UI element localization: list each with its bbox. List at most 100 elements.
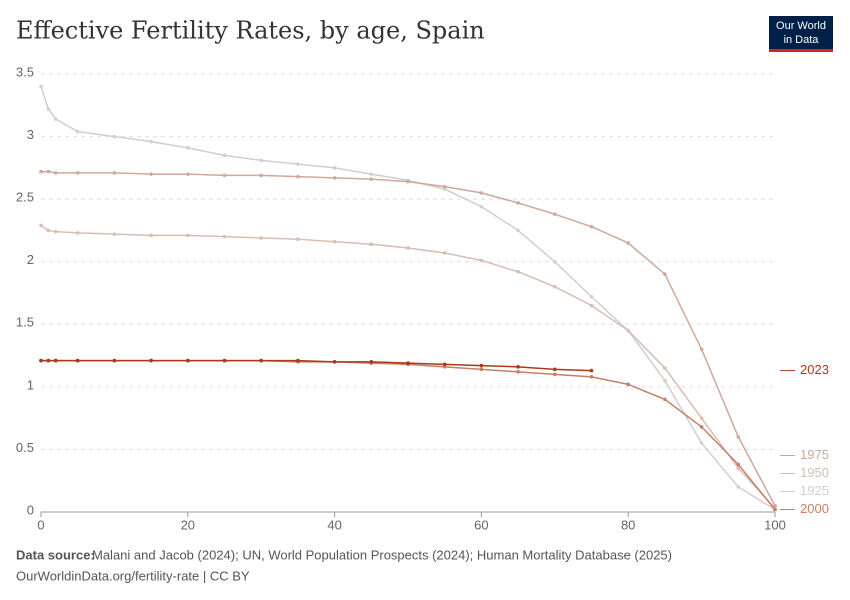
series-line (40, 86, 776, 511)
data-point (663, 366, 667, 370)
series-line (41, 359, 592, 372)
legend-label: 1975 (800, 447, 829, 462)
data-point (553, 212, 557, 216)
data-point (442, 187, 447, 191)
data-point (332, 166, 337, 170)
data-point (369, 177, 374, 181)
data-point (553, 372, 557, 377)
data-point (369, 172, 374, 176)
data-point (53, 171, 58, 175)
y-tick-label: 2.5 (16, 190, 34, 205)
data-point (222, 173, 227, 178)
data-point (46, 358, 51, 363)
x-tick-label: 0 (37, 517, 44, 532)
data-point (332, 176, 337, 180)
data-point (39, 169, 43, 174)
data-point (479, 258, 484, 263)
logo-text: in Data (784, 34, 820, 46)
data-point (736, 462, 741, 467)
y-tick-label: 1 (27, 377, 34, 392)
data-point (75, 171, 80, 175)
data-point (406, 361, 410, 365)
data-point (699, 347, 704, 352)
data-point (112, 358, 117, 363)
data-point (589, 303, 594, 308)
x-tick-label: 100 (764, 517, 786, 532)
logo (769, 16, 833, 52)
data-point (39, 84, 43, 89)
data-point (149, 172, 153, 176)
data-point (516, 365, 520, 369)
data-point (589, 224, 594, 229)
legend-label: 1950 (800, 465, 829, 480)
data-point (553, 284, 557, 289)
data-point (186, 146, 190, 150)
data-point (406, 246, 410, 250)
data-point (186, 233, 190, 238)
logo-text: Our World (776, 20, 826, 32)
data-point (626, 382, 630, 387)
legend-label: 2023 (800, 362, 829, 377)
data-point (369, 360, 374, 364)
data-point (75, 231, 80, 235)
data-point (442, 184, 447, 189)
data-point (479, 204, 484, 209)
data-point (626, 328, 630, 333)
y-tick-label: 0 (27, 502, 34, 517)
data-point (516, 269, 520, 274)
data-point (186, 172, 190, 176)
logo-bar (769, 49, 833, 52)
data-point (296, 162, 300, 166)
data-point (516, 228, 520, 233)
data-point (736, 485, 741, 489)
chart-title: Effective Fertility Rates, by age, Spain (16, 17, 485, 45)
data-point (53, 358, 58, 363)
data-point (442, 365, 447, 369)
data-point (553, 259, 557, 264)
data-point (589, 368, 594, 373)
source: Malani and Jacob (2024); UN, World Popul… (92, 547, 672, 562)
series-line (41, 170, 776, 507)
data-point (699, 425, 704, 429)
data-point (259, 173, 264, 178)
data-point (626, 241, 630, 245)
data-point (406, 179, 410, 184)
data-point (442, 362, 447, 367)
data-point (773, 507, 777, 512)
y-tick-label: 3.5 (16, 64, 34, 79)
data-point (773, 503, 777, 508)
data-point (736, 466, 741, 471)
data-point (479, 367, 484, 372)
data-point (736, 435, 741, 439)
data-point (39, 358, 43, 363)
data-point (75, 129, 80, 134)
data-point (46, 107, 51, 111)
data-point (75, 358, 80, 363)
legend-label: 1925 (800, 483, 829, 498)
y-tick-label: 0.5 (16, 440, 34, 455)
data-point (149, 139, 153, 144)
data-point (589, 375, 594, 379)
data-point (296, 358, 300, 363)
data-point (222, 234, 227, 239)
data-point (112, 134, 117, 139)
data-point (53, 229, 58, 234)
data-point (699, 416, 704, 420)
x-tick-label: 20 (181, 517, 195, 532)
legend-label: 2000 (800, 501, 829, 516)
data-point (296, 174, 300, 179)
x-tick-label: 40 (327, 517, 341, 532)
data-point (369, 242, 374, 246)
data-point (332, 360, 337, 364)
data-point (479, 363, 484, 368)
data-point (53, 117, 58, 121)
data-point (663, 378, 667, 383)
data-point (222, 358, 227, 363)
data-point (149, 233, 153, 238)
y-tick-label: 3 (27, 127, 34, 142)
data-point (149, 358, 153, 363)
footer: OurWorldinData.org/fertility-rate | CC B… (16, 568, 250, 583)
data-point (46, 169, 51, 174)
data-point (259, 236, 264, 240)
